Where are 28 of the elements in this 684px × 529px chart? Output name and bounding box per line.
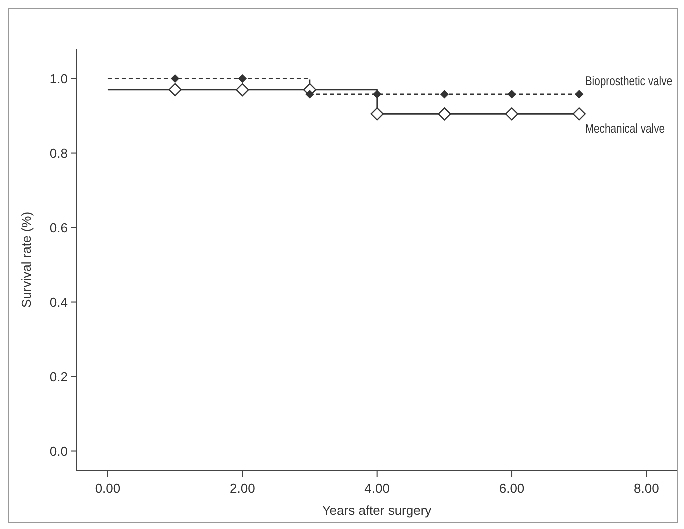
point [370, 108, 384, 121]
point [508, 90, 516, 99]
y-tick-label: 0.6 [50, 220, 68, 236]
y-tick-label: 0.2 [50, 369, 68, 384]
point [373, 90, 382, 99]
point [572, 108, 586, 121]
point [238, 74, 247, 83]
y-tick-label: 0.0 [50, 444, 68, 459]
point [168, 83, 182, 97]
y-tick-label: 0.8 [50, 146, 68, 161]
series-label: Mechanical valve [585, 122, 666, 136]
x-tick-label: 0.00 [95, 481, 121, 496]
x-tick-label: 8.00 [634, 481, 660, 496]
x-tick-label: 6.00 [499, 481, 525, 496]
x-axis-title: Years after surgery [322, 503, 432, 518]
point [236, 83, 250, 97]
point [171, 74, 180, 83]
y-axis-title: Survival rate (%) [19, 212, 34, 308]
point [575, 90, 584, 99]
series-label: Bioprosthetic valve [585, 74, 673, 89]
point [306, 90, 314, 99]
y-tick-label: 0.4 [50, 294, 68, 310]
point [505, 108, 519, 121]
y-tick-label: 1.0 [50, 71, 68, 86]
point [440, 90, 449, 99]
x-tick-label: 4.00 [364, 481, 390, 496]
x-tick-label: 2.00 [230, 481, 256, 496]
point [438, 108, 452, 121]
